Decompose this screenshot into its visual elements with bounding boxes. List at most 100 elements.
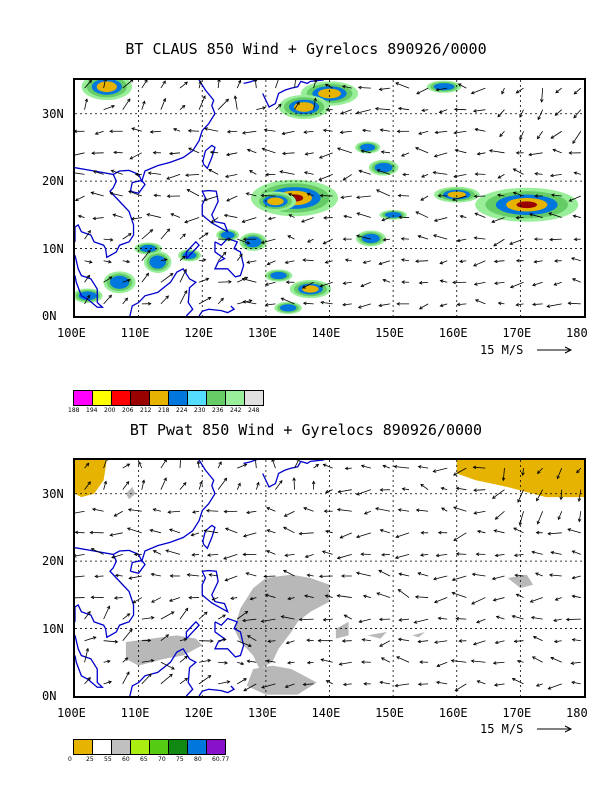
wind-arrow xyxy=(491,217,505,223)
wind-arrow xyxy=(306,660,314,665)
wind-arrow xyxy=(94,574,104,579)
wind-arrow xyxy=(246,510,257,515)
wind-arrow xyxy=(497,301,505,306)
cloud-region xyxy=(516,201,538,209)
wind-arrow xyxy=(237,238,251,245)
lon-label: 120E xyxy=(184,326,214,340)
wind-arrow xyxy=(540,88,544,103)
wind-arrow xyxy=(226,129,238,134)
wind-arrow xyxy=(249,170,257,175)
cloud-region xyxy=(149,255,166,269)
map2-svg xyxy=(75,460,584,696)
wind-arrow xyxy=(245,572,257,577)
wind-arrow xyxy=(141,229,154,240)
wind-arrow xyxy=(374,107,390,111)
wind-arrow xyxy=(476,680,486,685)
wind-arrow xyxy=(532,302,543,307)
wind-arrow xyxy=(321,550,333,555)
wind-arrow xyxy=(493,259,505,264)
wind-arrow xyxy=(217,297,224,305)
colorbar-swatch xyxy=(168,739,188,755)
wind-arrow xyxy=(207,553,219,557)
wind-arrow xyxy=(179,289,188,305)
wind-arrow xyxy=(191,553,200,557)
wind-arrow xyxy=(287,192,295,197)
colorbar-label: 25 xyxy=(86,756,94,763)
wind-arrow xyxy=(103,80,107,89)
wind-arrow xyxy=(188,147,200,154)
wind-arrow xyxy=(339,532,352,539)
colorbar-label: 248 xyxy=(248,407,260,414)
pwat-gray-region xyxy=(125,486,136,500)
wind-arrow xyxy=(185,173,200,177)
wind-arrow xyxy=(322,128,333,133)
wind-arrow xyxy=(84,610,91,620)
wind-arrow xyxy=(470,87,486,95)
wind-arrow xyxy=(318,574,333,579)
wind-arrow xyxy=(307,238,314,243)
wind-arrow xyxy=(435,553,448,558)
wind-arrow xyxy=(357,85,371,90)
wind-arrow xyxy=(237,463,248,469)
wind-arrow xyxy=(168,151,181,156)
coastline xyxy=(243,80,258,85)
colorbar-label: 75 xyxy=(176,756,184,763)
wind-arrow xyxy=(513,527,524,534)
wind-arrow xyxy=(94,130,104,135)
wind-arrow xyxy=(453,174,467,179)
wind-arrow xyxy=(375,507,391,512)
wind-arrow xyxy=(325,529,333,534)
coastline xyxy=(129,179,146,195)
wind-arrow xyxy=(421,174,429,178)
coastline xyxy=(198,305,236,316)
wind-arrow xyxy=(455,486,467,491)
wind-arrow xyxy=(419,660,429,664)
colorbar-label: 236 xyxy=(212,407,224,414)
map1-ref-label: 15 M/S xyxy=(480,343,524,357)
wind-arrow xyxy=(533,237,543,241)
wind-arrow xyxy=(198,80,202,89)
lat-label: 10N xyxy=(42,241,64,256)
wind-arrow xyxy=(436,661,448,668)
wind-arrow xyxy=(340,574,352,578)
wind-arrow xyxy=(360,464,371,469)
lon-label: 130E xyxy=(247,326,277,340)
wind-arrow xyxy=(75,510,85,514)
wind-arrow xyxy=(499,130,505,138)
wind-arrow xyxy=(421,108,429,113)
wind-arrow xyxy=(90,548,104,555)
cloud-region xyxy=(318,88,341,99)
wind-arrow xyxy=(432,467,448,473)
wind-arrow xyxy=(363,510,372,515)
wind-arrow xyxy=(356,195,371,200)
wind-arrow xyxy=(450,659,467,663)
colorbar-swatch xyxy=(92,739,112,755)
wind-arrow xyxy=(420,483,429,490)
wind-arrow xyxy=(242,130,257,135)
wind-arrow xyxy=(474,212,486,218)
wind-arrow xyxy=(336,594,352,598)
wind-arrow xyxy=(203,195,219,202)
wind-arrow xyxy=(203,529,219,534)
wind-arrow xyxy=(224,575,238,582)
wind-arrow xyxy=(122,671,130,685)
wind-arrow xyxy=(381,552,390,557)
coastline xyxy=(129,559,146,575)
wind-arrow xyxy=(313,463,320,469)
wind-arrow xyxy=(550,130,562,139)
colorbar-swatch xyxy=(244,390,264,406)
wind-arrow xyxy=(188,595,200,600)
wind-arrow xyxy=(122,98,131,110)
wind-arrow xyxy=(355,109,371,115)
wind-arrow xyxy=(223,213,238,218)
wind-arrow xyxy=(149,130,161,134)
wind-arrow xyxy=(456,238,467,243)
wind-arrow xyxy=(152,508,161,512)
wind-arrow xyxy=(103,259,112,264)
wind-arrow xyxy=(382,237,390,242)
wind-arrow xyxy=(571,550,581,555)
wind-arrow xyxy=(453,532,467,542)
wind-arrow xyxy=(398,572,410,577)
wind-arrow xyxy=(149,528,161,534)
cloud-region xyxy=(78,291,97,301)
